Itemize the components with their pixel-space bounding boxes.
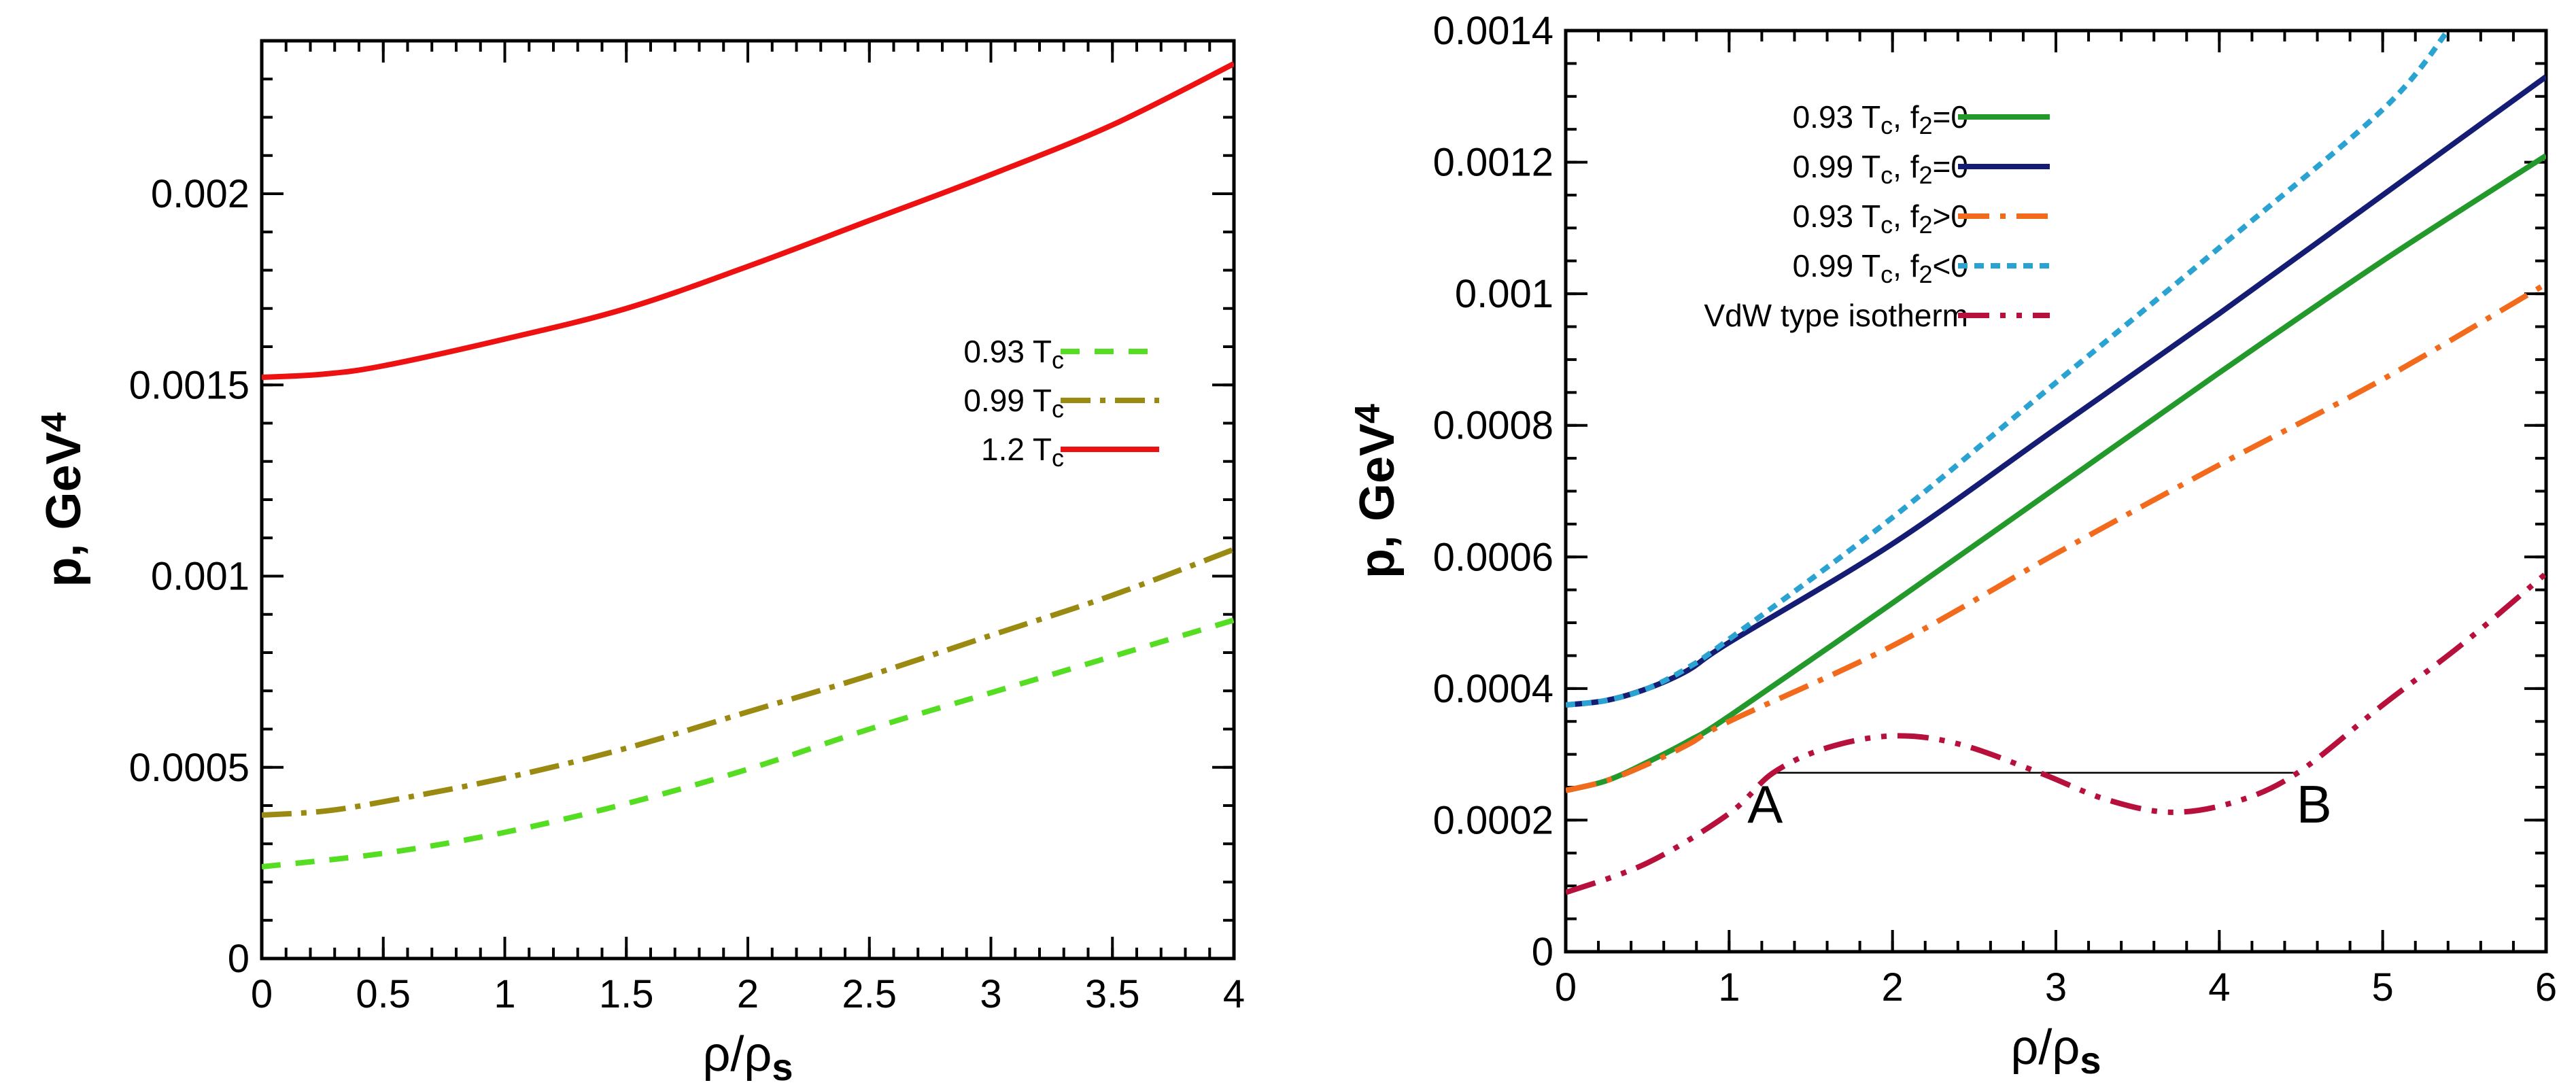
- right-ytick-label: 0.0002: [1433, 798, 1553, 842]
- left-plot-frame: [260, 39, 1236, 961]
- right-legend-label-2: 0.93 Tc, f2>0: [1793, 199, 1968, 239]
- right-series-line-2: [1566, 281, 2546, 793]
- right-legend-label-1: 0.99 Tc, f2=0: [1793, 149, 1968, 189]
- left-legend: 0.93 Tc 0.99 Tc 1.2 Tc: [963, 334, 1159, 472]
- right-legend-label-4: VdW type isotherm: [1704, 298, 1968, 333]
- left-xtick-label: 2.5: [842, 972, 897, 1016]
- right-ytick-label: 0.0014: [1433, 9, 1553, 53]
- left-series-line-1: [262, 547, 1234, 818]
- left-xtick-label: 1.5: [599, 972, 654, 1016]
- right-x-axis-title: ρ/ρs: [2010, 1020, 2101, 1082]
- right-legend-label-3: 0.99 Tc, f2<0: [1793, 248, 1968, 288]
- right-y-axis-title: p, GeV4: [1348, 404, 1405, 579]
- right-panel: 0 1 2 3 4 5 6 0 0.0002 0.0004 0.0006 0.0008 0.001 0.0…: [1348, 9, 2557, 1082]
- left-xtick-label: 1: [494, 972, 515, 1016]
- left-ytick-label: 0.002: [151, 172, 250, 216]
- left-xtick-label: 3.5: [1085, 972, 1140, 1016]
- left-series-line-0: [262, 617, 1234, 869]
- left-series-line-2: [262, 61, 1234, 380]
- right-ytick-label: 0.0008: [1433, 404, 1553, 448]
- left-x-axis-title: ρ/ρs: [702, 1027, 793, 1087]
- left-xtick-label: 0.5: [356, 972, 411, 1016]
- right-series-line-4: [1566, 571, 2546, 895]
- right-ytick-label: 0.0006: [1433, 535, 1553, 579]
- right-xtick-label: 1: [1718, 965, 1740, 1010]
- right-series-line-3: [1566, 31, 2450, 708]
- right-xtick-label: 3: [2045, 965, 2067, 1010]
- right-xtick-label: 2: [1882, 965, 1904, 1010]
- point-label-A: A: [1747, 774, 1783, 834]
- left-xtick-label: 3: [980, 972, 1001, 1016]
- left-ytick-label: 0: [228, 937, 250, 981]
- right-ytick-label: 0: [1532, 930, 1553, 974]
- left-legend-label-2: 1.2 Tc: [981, 432, 1064, 472]
- left-y-axis-title: p, GeV4: [35, 412, 91, 587]
- left-xtick-label: 4: [1223, 972, 1245, 1016]
- left-panel: 0 0.5 1 1.5 2 2.5 3 3.5 4 0 0.0005 0.001 0.0015 0.002…: [35, 39, 1245, 1087]
- right-ytick-label: 0.001: [1455, 272, 1553, 316]
- point-label-B: B: [2297, 774, 2332, 834]
- left-legend-label-0: 0.93 Tc: [963, 334, 1064, 374]
- right-xtick-label: 4: [2208, 965, 2230, 1010]
- right-series-line-0: [1566, 153, 2546, 793]
- left-ytick-label: 0.0015: [129, 363, 250, 407]
- right-xtick-label: 5: [2372, 965, 2394, 1010]
- right-ytick-label: 0.0012: [1433, 141, 1553, 185]
- right-xtick-label: 6: [2535, 965, 2557, 1010]
- right-ytick-label: 0.0004: [1433, 667, 1553, 711]
- left-ytick-label: 0.001: [151, 555, 250, 599]
- right-series-line-1: [1566, 74, 2546, 708]
- right-xtick-label: 0: [1555, 965, 1577, 1010]
- left-ytick-label: 0.0005: [129, 746, 250, 790]
- left-legend-label-1: 0.99 Tc: [963, 383, 1064, 423]
- right-legend-label-0: 0.93 Tc, f2=0: [1793, 99, 1968, 139]
- left-xtick-label: 0: [251, 972, 273, 1016]
- left-xtick-label: 2: [737, 972, 759, 1016]
- right-legend: 0.93 Tc, f2=0 0.99 Tc, f2=0 0.93 Tc, f2>0 0…: [1704, 99, 2050, 333]
